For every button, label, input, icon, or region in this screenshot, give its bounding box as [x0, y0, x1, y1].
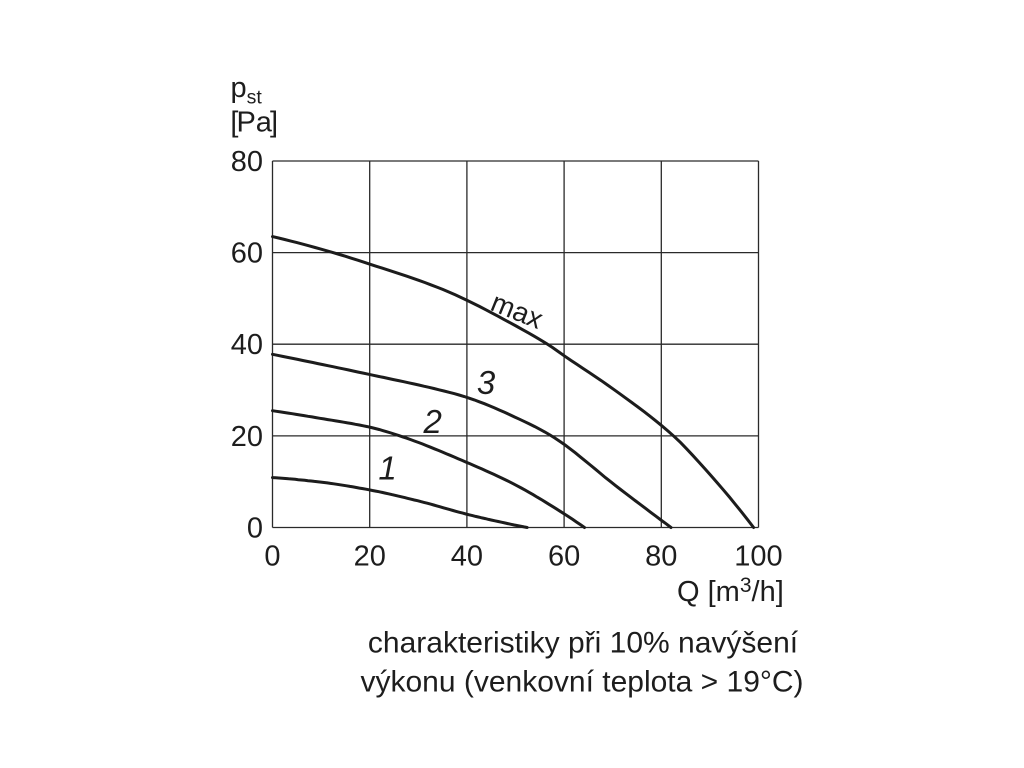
svg-text:40: 40 — [451, 541, 483, 573]
svg-text:60: 60 — [231, 238, 263, 270]
svg-text:výkonu (venkovní teplota > 19°: výkonu (venkovní teplota > 19°C) — [360, 666, 803, 699]
svg-text:Q [m3/h]: Q [m3/h] — [677, 574, 784, 608]
svg-text:40: 40 — [231, 329, 263, 361]
svg-text:1: 1 — [378, 450, 396, 487]
svg-text:0: 0 — [264, 541, 280, 573]
svg-text:80: 80 — [645, 541, 677, 573]
svg-text:3: 3 — [477, 364, 496, 401]
svg-text:charakteristiky při 10% navýše: charakteristiky při 10% navýšení — [368, 627, 799, 660]
svg-text:80: 80 — [231, 146, 263, 178]
svg-text:[Pa]: [Pa] — [230, 107, 278, 139]
svg-text:60: 60 — [548, 541, 580, 573]
svg-text:20: 20 — [354, 541, 386, 573]
svg-text:20: 20 — [231, 421, 263, 453]
svg-text:0: 0 — [247, 513, 263, 545]
svg-text:100: 100 — [734, 541, 782, 573]
svg-text:2: 2 — [423, 403, 442, 440]
